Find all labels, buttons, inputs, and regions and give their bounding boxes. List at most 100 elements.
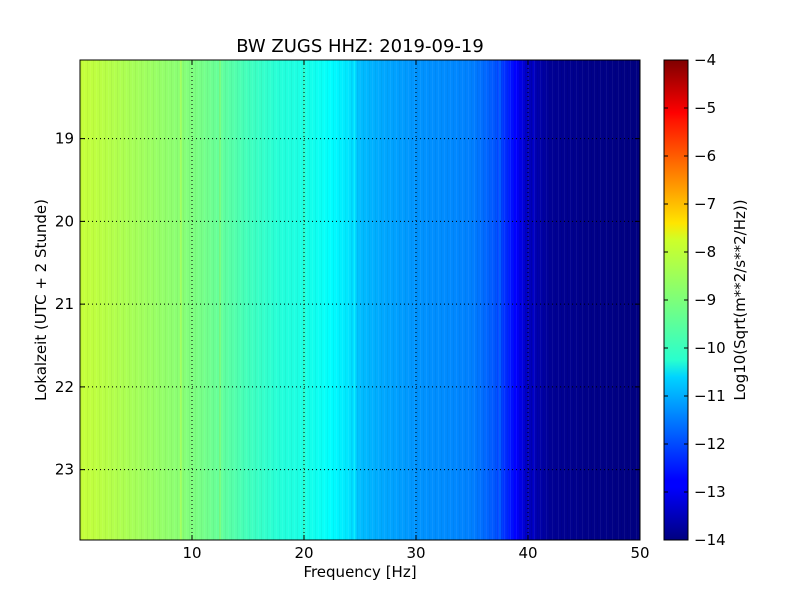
heatmap-column	[522, 60, 526, 540]
heatmap-column	[242, 60, 246, 540]
heatmap-column	[164, 60, 168, 540]
heatmap-column	[256, 60, 260, 540]
heatmap-column	[290, 60, 294, 540]
heatmap-column	[253, 60, 257, 540]
heatmap-column	[634, 60, 638, 540]
heatmap-column	[556, 60, 560, 540]
plot-frame	[79, 59, 641, 541]
heatmap-column	[449, 60, 453, 540]
heatmap-column	[460, 60, 464, 540]
heatmap-column	[455, 60, 459, 540]
heatmap-column	[206, 60, 210, 540]
heatmap-column	[343, 60, 347, 540]
heatmap-column	[609, 60, 613, 540]
heatmap-column	[295, 60, 299, 540]
heatmap-column	[96, 60, 100, 540]
x-ticks: 10 20 30 40 50	[182, 60, 650, 562]
colorbar-tick-label: −5	[694, 99, 716, 117]
heatmap-column	[567, 60, 571, 540]
heatmap-column	[88, 60, 92, 540]
heatmap-column	[477, 60, 481, 540]
heatmap-column	[483, 60, 487, 540]
spectral-line	[219, 60, 221, 540]
heatmap-column	[446, 60, 450, 540]
x-tick-label: 40	[518, 544, 537, 562]
heatmap-column	[558, 60, 562, 540]
colorbar: −4 −5 −6 −7 −8 −9 −10 −11 −12 −13 −14 Log10(Sqrt(m…	[663, 51, 749, 549]
heatmap-column	[214, 60, 218, 540]
colorbar-label: Log10(Sqrt(m**2/s**2/Hz))	[731, 199, 749, 400]
heatmap-column	[334, 60, 338, 540]
heatmap-column	[119, 60, 123, 540]
y-tick-label: 19	[55, 130, 74, 148]
chart-title: BW ZUGS HHZ: 2019-09-19	[236, 36, 484, 57]
heatmap-column	[161, 60, 165, 540]
heatmap-column	[441, 60, 445, 540]
heatmap-column	[480, 60, 484, 540]
heatmap-column	[432, 60, 436, 540]
heatmap-column	[463, 60, 467, 540]
heatmap-column	[376, 60, 380, 540]
heatmap-column	[407, 60, 411, 540]
heatmap-column	[466, 60, 470, 540]
heatmap-column	[245, 60, 249, 540]
heatmap-column	[175, 60, 179, 540]
heatmap-column	[99, 60, 103, 540]
y-tick-label: 20	[55, 212, 74, 230]
heatmap-column	[586, 60, 590, 540]
y-tick-label: 21	[55, 295, 74, 313]
heatmap-column	[536, 60, 540, 540]
heatmap-column	[186, 60, 190, 540]
heatmap-column	[208, 60, 212, 540]
heatmap-column	[452, 60, 456, 540]
heatmap-column	[110, 60, 114, 540]
y-tick-label: 23	[55, 461, 74, 479]
heatmap-column	[516, 60, 520, 540]
heatmap-column	[542, 60, 546, 540]
spectral-line	[179, 60, 182, 540]
heatmap-column	[553, 60, 557, 540]
heatmap-column	[250, 60, 254, 540]
heatmap-column	[519, 60, 523, 540]
heatmap-column	[94, 60, 98, 540]
heatmap-column	[306, 60, 310, 540]
heatmap-column	[374, 60, 378, 540]
colorbar-tick-label: −4	[694, 51, 716, 69]
heatmap-column	[404, 60, 408, 540]
x-tick-label: 10	[182, 544, 201, 562]
heatmap-column	[166, 60, 170, 540]
heatmap-column	[270, 60, 274, 540]
heatmap-column	[292, 60, 296, 540]
spectral-line	[532, 60, 535, 540]
y-ticks: 19 20 21 22 23	[55, 130, 640, 479]
heatmap-column	[598, 60, 602, 540]
heatmap-column	[544, 60, 548, 540]
heatmap-column	[108, 60, 112, 540]
heatmap-column	[273, 60, 277, 540]
heatmap-column	[105, 60, 109, 540]
heatmap-column	[469, 60, 473, 540]
heatmap-column	[141, 60, 145, 540]
heatmap-column	[360, 60, 364, 540]
colorbar-ticks: −4 −5 −6 −7 −8 −9 −10 −11 −12 −13 −14	[664, 51, 726, 549]
heatmap-column	[127, 60, 131, 540]
heatmap-column	[575, 60, 579, 540]
heatmap-column	[581, 60, 585, 540]
heatmap-column	[561, 60, 565, 540]
heatmap-column	[600, 60, 604, 540]
heatmap-column	[239, 60, 243, 540]
heatmap-column	[234, 60, 238, 540]
x-tick-label: 50	[630, 544, 649, 562]
heatmap-columns	[80, 60, 641, 540]
heatmap-column	[136, 60, 140, 540]
heatmap-column	[91, 60, 95, 540]
heatmap-column	[211, 60, 215, 540]
colorbar-tick-label: −6	[694, 147, 716, 165]
heatmap-column	[287, 60, 291, 540]
heatmap-column	[402, 60, 406, 540]
heatmap-column	[102, 60, 106, 540]
heatmap-column	[278, 60, 282, 540]
heatmap-column	[155, 60, 159, 540]
heatmap-column	[612, 60, 616, 540]
